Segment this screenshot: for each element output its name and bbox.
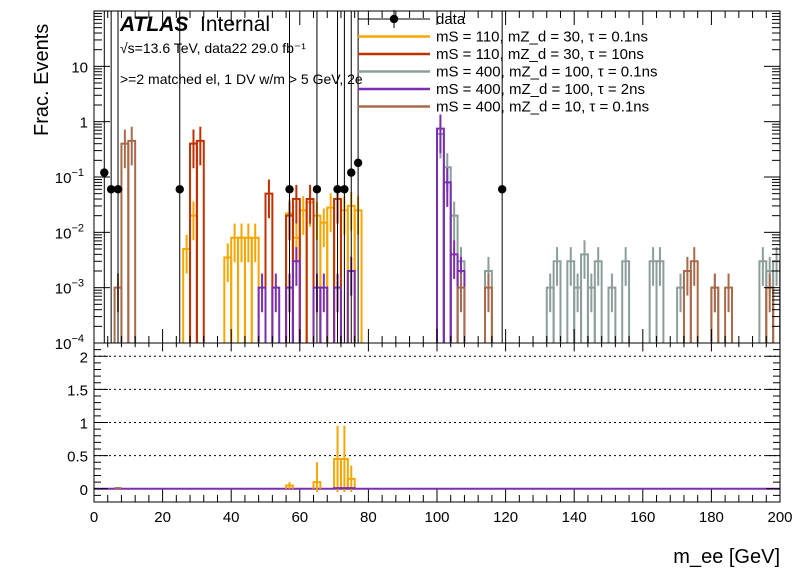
y-tick-label: 1 [80,115,88,132]
hist-bin [127,139,137,343]
y-tick-label: 10 [71,59,88,76]
y-tick-label: 10−2 [55,222,84,242]
series-data [100,11,507,343]
data-point [106,185,116,194]
ratio-ratio_orange [285,425,356,493]
upper-panel: 10−3 10−2 10−1 1 10 10−4 [55,10,781,353]
lower-y-tick-label: 1.5 [67,382,88,399]
x-tick-label: 120 [493,509,518,526]
x-tick-label: 60 [291,509,308,526]
legend-entry: mS = 400, mZ_d = 100, τ = 0.1ns [358,64,657,81]
legend-label: mS = 400, mZ_d = 100, τ = 2ns [436,81,645,98]
legend-label: data [436,11,466,28]
lower-plot-area [94,355,780,493]
x-tick-label: 200 [767,509,792,526]
data-point [175,185,184,194]
lower-y-tick-label: 1 [80,416,88,433]
legend-entry: mS = 400, mZ_d = 100, τ = 2ns [358,81,645,98]
legend-label: mS = 110, mZ_d = 30, τ = 10ns [436,46,644,63]
energy-text: √s=13.6 TeV, data22 29.0 fb⁻¹ [120,40,306,56]
x-tick-label: 140 [562,509,587,526]
y-tick-label: 10−4 [55,333,84,353]
hist-bin [195,139,205,343]
lower-y-tick-label: 0 [80,482,88,499]
selection-text: >=2 matched el, 1 DV w/m > 5 GeV, 2e [120,71,363,87]
legend-entry: mS = 400, mZ_d = 10, τ = 0.1ns [358,99,649,116]
data-point [347,168,356,177]
data-point [353,158,363,168]
lower-panel: 0 20 40 60 80 100 120 140 160 180 200 0 0.5 1 1.5 2 [67,342,793,526]
lower-y-tick-label: 2 [80,349,88,366]
x-tick-label: 0 [90,509,98,526]
ratio-ratio_purple [333,487,356,490]
lower-y-tick-label: 0.5 [67,449,88,466]
series-mS400_mZd100_tau2ns [257,114,466,343]
hist-bin [436,132,445,343]
hist-bin [120,142,130,343]
hist-bin [436,127,445,343]
legend-label: mS = 400, mZ_d = 10, τ = 0.1ns [436,99,649,116]
atlas-label: ATLAS [119,13,188,36]
x-tick-label: 160 [630,509,655,526]
hist-bin [189,142,198,343]
atlas-status: Internal [200,13,270,36]
x-tick-label: 180 [699,509,724,526]
x-tick-label: 20 [154,509,171,526]
x-tick-label: 100 [424,509,449,526]
legend-swatch-marker [389,14,399,24]
legend-entry: mS = 110, mZ_d = 30, τ = 10ns [358,46,644,63]
data-point [100,168,109,177]
data-point [285,185,294,194]
legend-entry: mS = 110, mZ_d = 30, τ = 0.1ns [358,29,648,46]
lower-frame [93,342,781,503]
x-axis-title: m_ee [GeV] [673,546,780,568]
x-tick-label: 80 [360,509,377,526]
y-tick-label: 10−3 [55,278,84,298]
upper-plot-area [100,11,780,343]
x-tick-label: 40 [223,509,240,526]
legend-entry: data [358,10,466,28]
legend-label: mS = 400, mZ_d = 100, τ = 0.1ns [436,64,657,81]
legend-label: mS = 110, mZ_d = 30, τ = 0.1ns [436,29,648,46]
data-point [333,185,342,194]
data-point [497,185,507,194]
data-point [340,185,349,194]
y-tick-label: 10−1 [55,167,84,187]
data-point [312,185,322,194]
y-axis-title: Frac. Events [31,24,53,136]
series-mS400_mZd10_tau0.1ns [113,126,775,343]
data-point [113,185,123,194]
